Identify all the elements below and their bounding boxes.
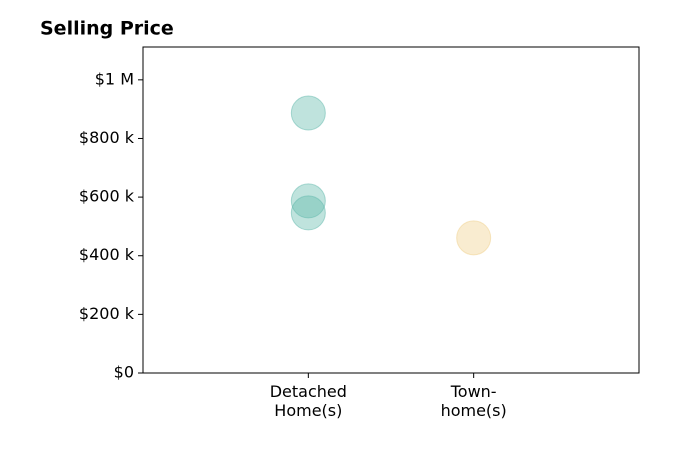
point <box>290 183 326 219</box>
chart-title: Selling Price <box>40 18 174 40</box>
y-tick-label: $600 k <box>79 187 135 206</box>
y-tick-label: $0 <box>114 363 134 382</box>
point <box>290 95 326 131</box>
point <box>456 220 492 256</box>
x-tick-label: Town- home(s) <box>440 382 507 420</box>
y-tick-label: $800 k <box>79 128 135 147</box>
y-tick-label: $1 M <box>95 69 134 88</box>
plot-frame <box>142 46 640 374</box>
y-tick-label: $200 k <box>79 304 135 323</box>
point <box>290 195 326 231</box>
x-tick-label: Detached Home(s) <box>269 382 347 420</box>
y-tick-label: $400 k <box>79 245 135 264</box>
